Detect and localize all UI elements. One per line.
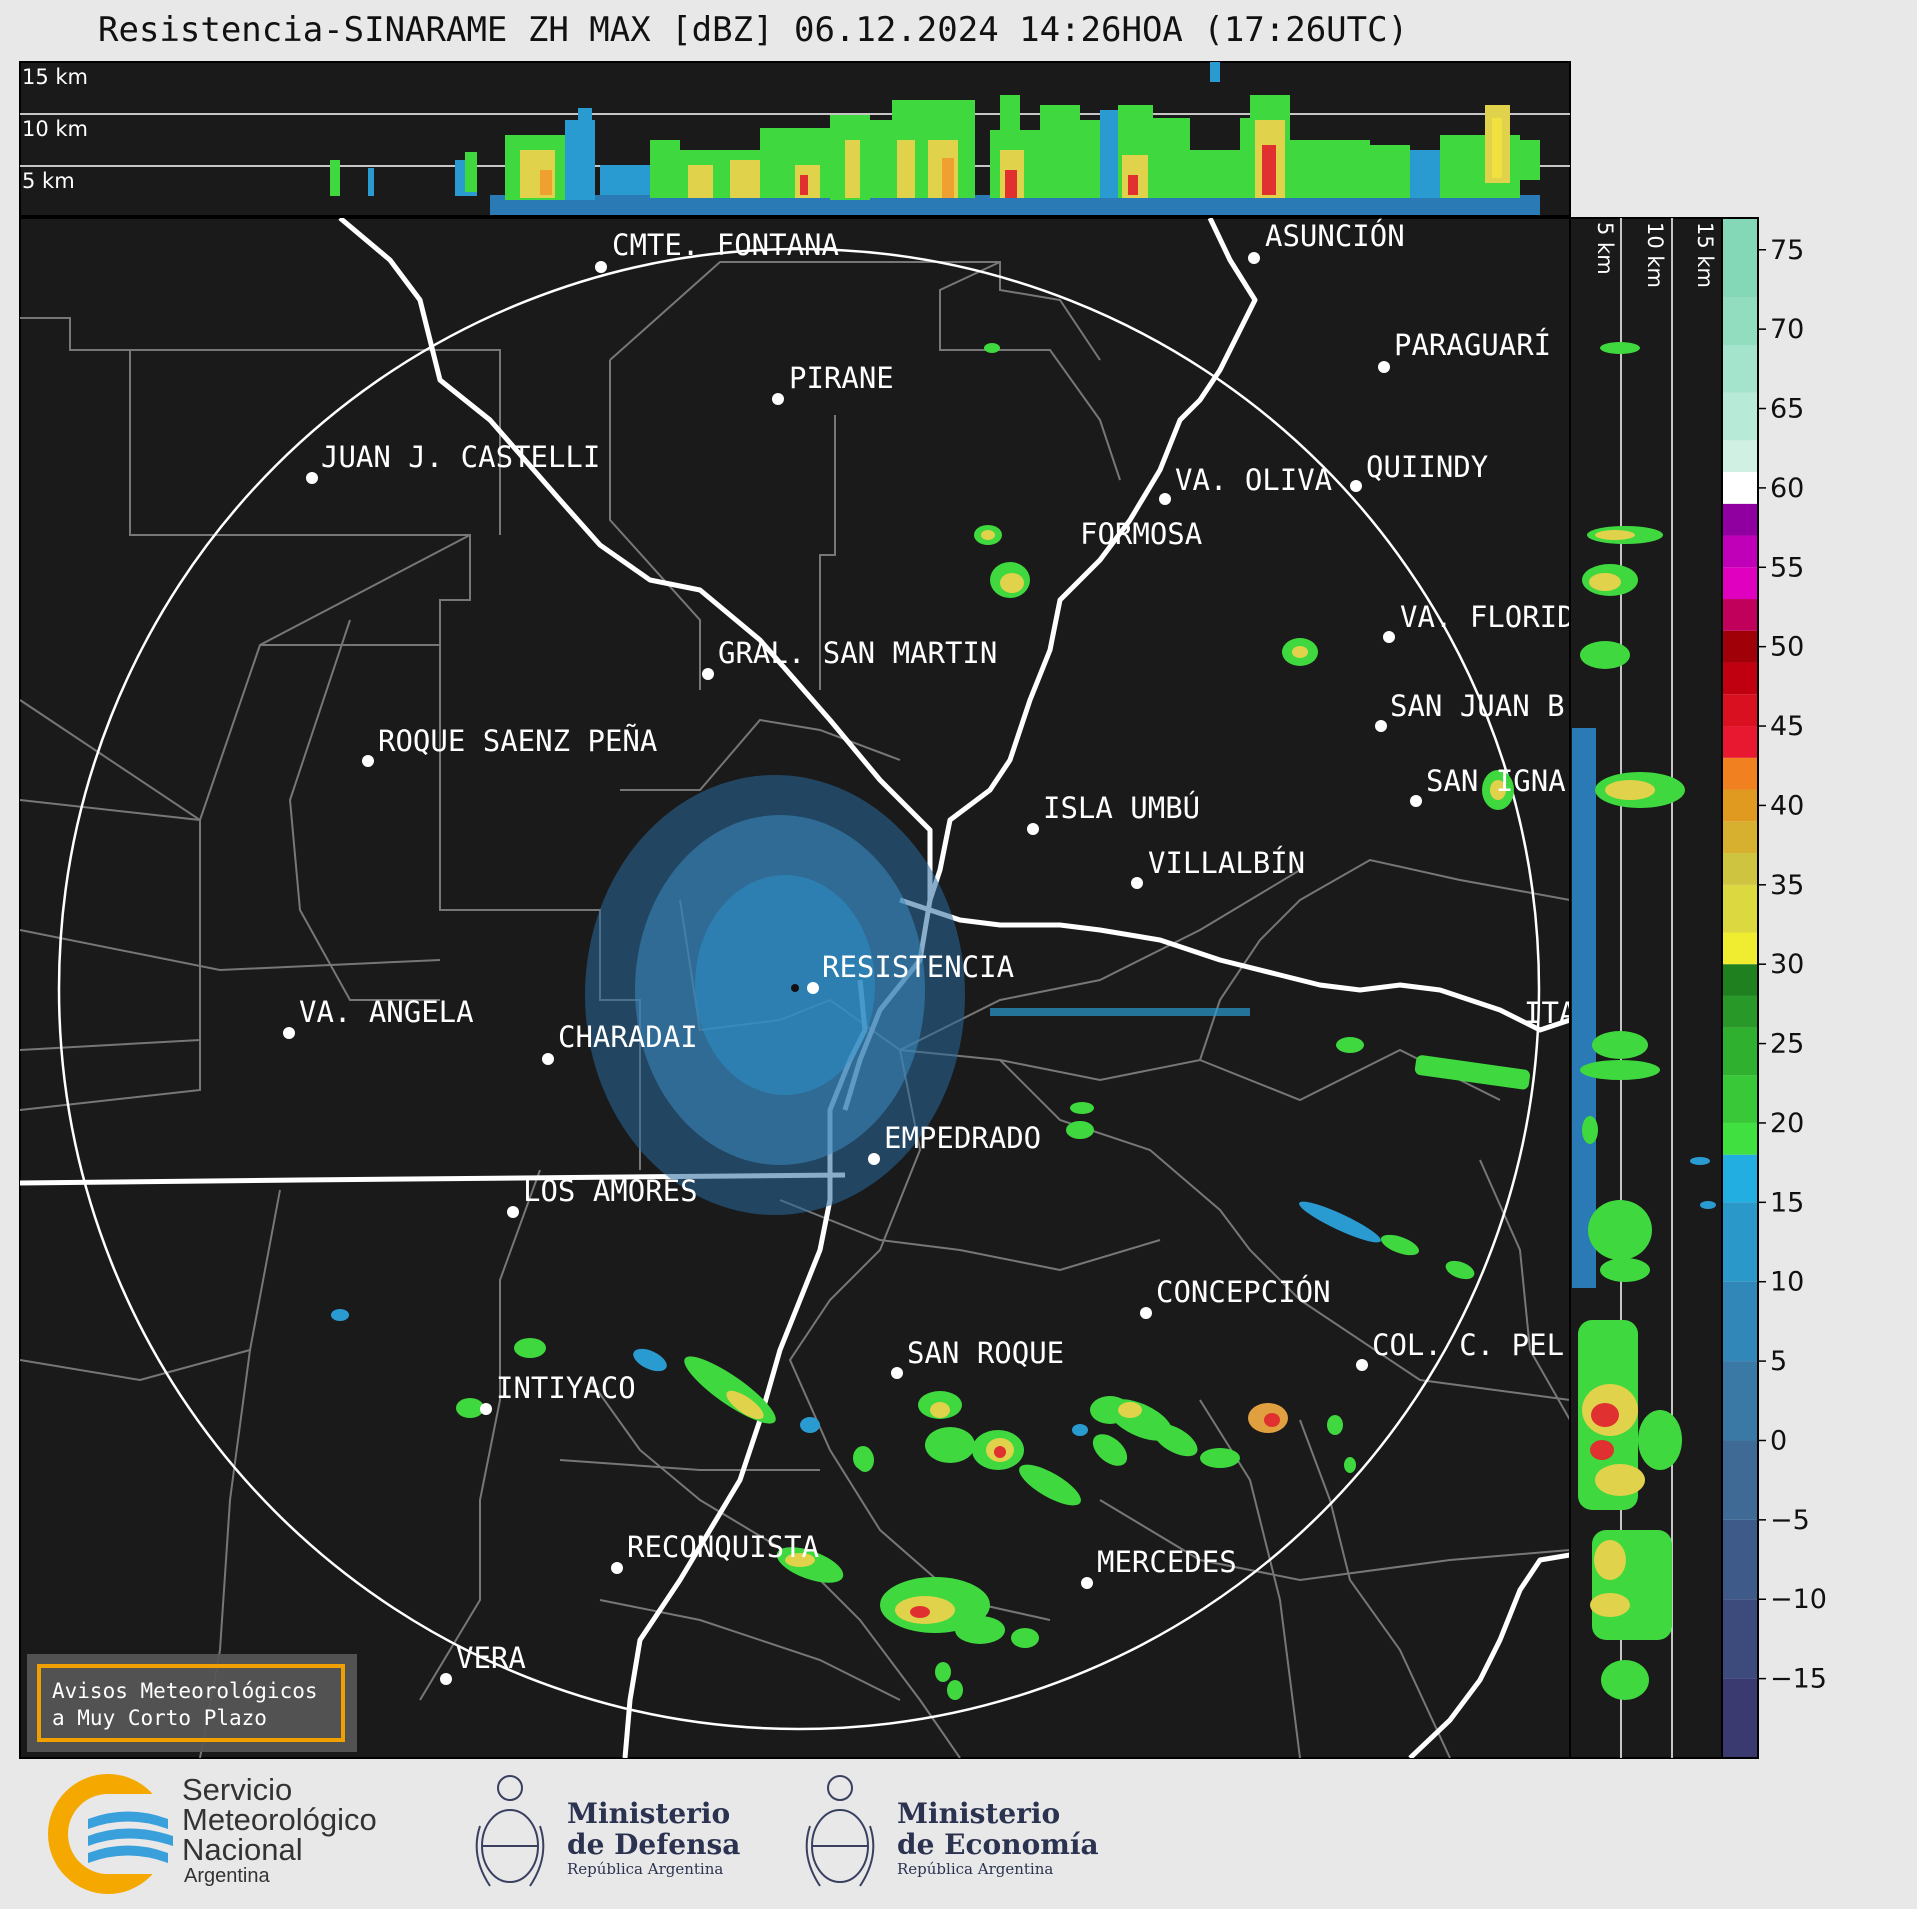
range-ring — [57, 247, 1541, 1731]
defensa-title-1: Ministerio — [567, 1797, 731, 1830]
colorbar-tick-label: 15 — [1770, 1187, 1804, 1218]
city-col-c-pel: COL. C. PEL — [1372, 1328, 1564, 1362]
city-va-angela: VA. ANGELA — [299, 995, 474, 1029]
city-dots — [283, 252, 1422, 1685]
economia-sub: República Argentina — [897, 1860, 1054, 1878]
city-san-roque: SAN ROQUE — [907, 1336, 1064, 1370]
economia-title-1: Ministerio — [897, 1797, 1061, 1830]
city-cmte-fontana: CMTE. FONTANA — [612, 228, 839, 262]
city-reconquista: RECONQUISTA — [627, 1530, 819, 1564]
top-cross-section: 15 km 10 km 5 km — [19, 61, 1571, 217]
colorbar-tick-label: 65 — [1770, 394, 1804, 425]
city-isla-umbu: ISLA UMBÚ — [1043, 791, 1200, 825]
colorbar-tick-label: 35 — [1770, 870, 1804, 901]
radar-title: Resistencia-SINARAME ZH MAX [dBZ] 06.12.… — [98, 10, 1409, 50]
colorbar-tick-label: 25 — [1770, 1029, 1804, 1060]
warning-box: Avisos Meteorológicos a Muy Corto Plazo — [27, 1654, 357, 1752]
city-roque-saenz-pena: ROQUE SAENZ PEÑA — [378, 724, 657, 758]
side-label-15km: 15 km — [1693, 222, 1717, 288]
smn-logo-icon — [48, 1774, 178, 1894]
economia-title-2: de Economía — [897, 1828, 1099, 1861]
colorbar-tick-label: 30 — [1770, 949, 1804, 980]
top-echo-columns — [330, 62, 1540, 215]
defensa-logo-text: Ministerio de Defensa República Argentin… — [567, 1798, 740, 1878]
city-labels: CMTE. FONTANA ASUNCIÓN PARAGUARÍ PIRANE … — [299, 219, 1592, 1675]
economia-coat-of-arms-icon — [805, 1775, 875, 1887]
city-los-amores: LOS AMORES — [523, 1174, 698, 1208]
colorbar-tick-label: 0 — [1770, 1425, 1787, 1456]
city-mercedes: MERCEDES — [1097, 1545, 1237, 1579]
defensa-title-2: de Defensa — [567, 1828, 741, 1861]
city-empedrado: EMPEDRADO — [884, 1121, 1041, 1155]
colorbar-tick-label: 40 — [1770, 790, 1804, 821]
city-concepcion: CONCEPCIÓN — [1156, 1275, 1331, 1309]
colorbar-tick-label: −10 — [1770, 1584, 1827, 1615]
top-label-15km: 15 km — [22, 65, 88, 89]
city-villalbin: VILLALBÍN — [1148, 846, 1305, 880]
side-cross-section: 5 km 10 km 15 km — [1569, 217, 1723, 1759]
colorbar-tick-label: −15 — [1770, 1664, 1827, 1695]
colorbar-tick-label: 50 — [1770, 632, 1804, 663]
city-san-juan-b: SAN JUAN B — [1390, 689, 1565, 723]
smn-line-2: Meteorológico — [182, 1802, 377, 1837]
precipitation-echoes — [331, 343, 1531, 1700]
footer-logos: Servicio Meteorológico Nacional Argentin… — [0, 1760, 1917, 1909]
smn-logo-text: Servicio Meteorológico Nacional Argentin… — [182, 1772, 377, 1887]
city-va-florida: VA. FLORIDA — [1400, 600, 1592, 634]
colorbar-tick-label: 70 — [1770, 314, 1804, 345]
colorbar-tick-label: 75 — [1770, 235, 1804, 266]
city-paraguari: PARAGUARÍ — [1394, 328, 1551, 362]
warning-line-2: a Muy Corto Plazo — [52, 1706, 267, 1730]
defensa-coat-of-arms-icon — [475, 1775, 545, 1887]
colorbar-tick-label: 10 — [1770, 1267, 1804, 1298]
side-label-5km: 5 km — [1593, 222, 1617, 275]
colorbar-tick-label: 60 — [1770, 473, 1804, 504]
warning-line-1: Avisos Meteorológicos — [52, 1679, 318, 1703]
top-label-5km: 5 km — [22, 169, 75, 193]
radar-map: CMTE. FONTANA ASUNCIÓN PARAGUARÍ PIRANE … — [19, 217, 1592, 1759]
side-label-10km: 10 km — [1643, 222, 1667, 288]
smn-line-4: Argentina — [184, 1865, 270, 1887]
ground-clutter — [585, 775, 1250, 1215]
city-pirane: PIRANE — [789, 361, 894, 395]
colorbar-tick-label: 5 — [1770, 1346, 1787, 1377]
city-ita: ITA — [1524, 996, 1576, 1030]
top-label-10km: 10 km — [22, 117, 88, 141]
city-va-oliva: VA. OLIVA — [1175, 463, 1332, 497]
smn-line-1: Servicio — [182, 1772, 293, 1807]
city-vera: VERA — [456, 1641, 526, 1675]
city-gral-san-martin: GRAL. SAN MARTIN — [718, 636, 997, 670]
city-resistencia: RESISTENCIA — [822, 950, 1014, 984]
city-formosa: FORMOSA — [1080, 517, 1202, 551]
city-intiyaco: INTIYACO — [496, 1371, 636, 1405]
city-asuncion: ASUNCIÓN — [1265, 219, 1405, 253]
economia-logo-text: Ministerio de Economía República Argenti… — [897, 1798, 1099, 1878]
colorbar-tick-label: 55 — [1770, 552, 1804, 583]
city-quiindy: QUIINDY — [1366, 450, 1488, 484]
colorbar-tick-label: −5 — [1770, 1505, 1810, 1536]
colorbar-tick-label: 20 — [1770, 1108, 1804, 1139]
city-san-igna: SAN IGNA — [1426, 764, 1566, 798]
side-echo-columns — [1572, 342, 1716, 1700]
city-juan-j-castelli: JUAN J. CASTELLI — [321, 440, 600, 474]
defensa-sub: República Argentina — [567, 1860, 724, 1878]
city-charadai: CHARADAI — [558, 1020, 698, 1054]
colorbar-tick-label: 45 — [1770, 711, 1804, 742]
smn-line-3: Nacional — [182, 1832, 303, 1867]
